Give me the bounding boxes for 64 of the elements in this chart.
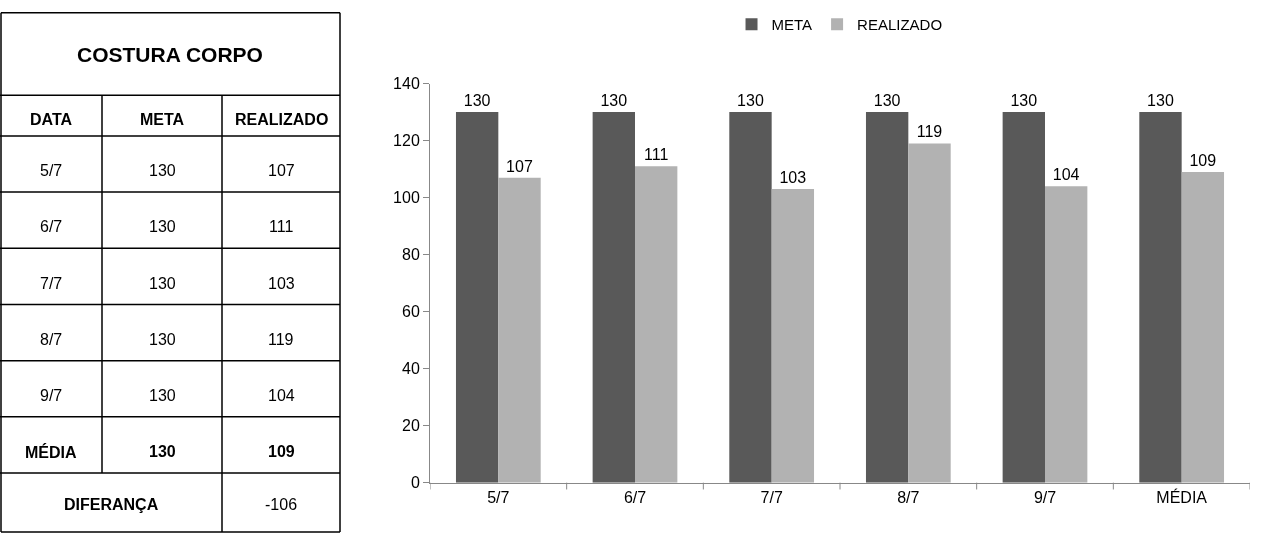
y-tick-label: 20 xyxy=(402,417,420,435)
data-label: 130 xyxy=(149,443,176,460)
legend-label: REALIZADO xyxy=(857,16,943,34)
bar xyxy=(635,166,678,483)
data-label: 104 xyxy=(1052,166,1080,184)
y-tick-label: 80 xyxy=(402,246,420,264)
text: DIFERANÇA xyxy=(64,496,159,513)
y-tick-label: 120 xyxy=(393,132,420,150)
x-tick-label: 6/7 xyxy=(623,488,647,506)
x-tick-label: 8/7 xyxy=(897,488,920,506)
category-label: 8/7 xyxy=(40,331,63,348)
data-label: 107 xyxy=(268,162,295,179)
text: REALIZADO xyxy=(235,111,329,128)
data-label: 130 xyxy=(149,162,176,179)
data-label: 111 xyxy=(643,146,669,164)
data-label: 103 xyxy=(779,169,807,187)
bar xyxy=(1181,171,1225,483)
data-label: 130 xyxy=(1147,92,1174,110)
bar xyxy=(908,143,951,483)
x-tick-label: 7/7 xyxy=(760,488,783,506)
text: COSTURA CORPO xyxy=(77,43,263,66)
data-label: 130 xyxy=(463,92,491,110)
bar xyxy=(729,112,772,483)
data-label: 130 xyxy=(149,218,176,235)
bar xyxy=(1139,112,1182,483)
category-label: 6/7 xyxy=(40,218,63,235)
bar xyxy=(592,112,635,483)
bar xyxy=(455,112,499,483)
data-label: 130 xyxy=(873,92,901,110)
data-label: 111 xyxy=(269,218,294,235)
y-tick-label: 100 xyxy=(393,189,420,207)
data-label: 130 xyxy=(737,92,764,110)
y-tick-label: 60 xyxy=(402,303,420,321)
data-label: 104 xyxy=(268,387,295,404)
data-label: 130 xyxy=(149,387,176,404)
bar xyxy=(1045,186,1088,483)
y-tick-label: 140 xyxy=(393,75,420,93)
data-label: 103 xyxy=(268,275,295,292)
bar xyxy=(498,177,541,483)
data-label: 130 xyxy=(149,331,176,348)
data-label: 107 xyxy=(506,157,533,175)
category-label: 7/7 xyxy=(40,275,63,292)
bar xyxy=(865,112,909,483)
data-label: 130 xyxy=(149,275,176,292)
y-tick-label: 40 xyxy=(402,360,420,378)
bar xyxy=(1002,112,1045,483)
data-label: 119 xyxy=(268,331,294,348)
bar xyxy=(771,189,815,483)
category-label: MÉDIA xyxy=(25,443,77,461)
x-tick-label: 9/7 xyxy=(1033,488,1057,506)
legend-label: META xyxy=(771,16,813,34)
data-label: 119 xyxy=(916,123,943,141)
text: DATA xyxy=(30,111,73,128)
data-label: 109 xyxy=(268,443,295,460)
category-label: 5/7 xyxy=(40,162,63,179)
data-label: 109 xyxy=(1189,151,1217,169)
x-tick-label: MÉDIA xyxy=(1156,487,1208,506)
category-label: 9/7 xyxy=(40,387,63,404)
text: META xyxy=(140,111,185,128)
text: -106 xyxy=(265,496,298,513)
y-tick-label: 0 xyxy=(410,474,420,492)
data-label: 130 xyxy=(600,92,628,110)
data-label: 130 xyxy=(1010,92,1038,110)
x-tick-label: 5/7 xyxy=(487,488,510,506)
